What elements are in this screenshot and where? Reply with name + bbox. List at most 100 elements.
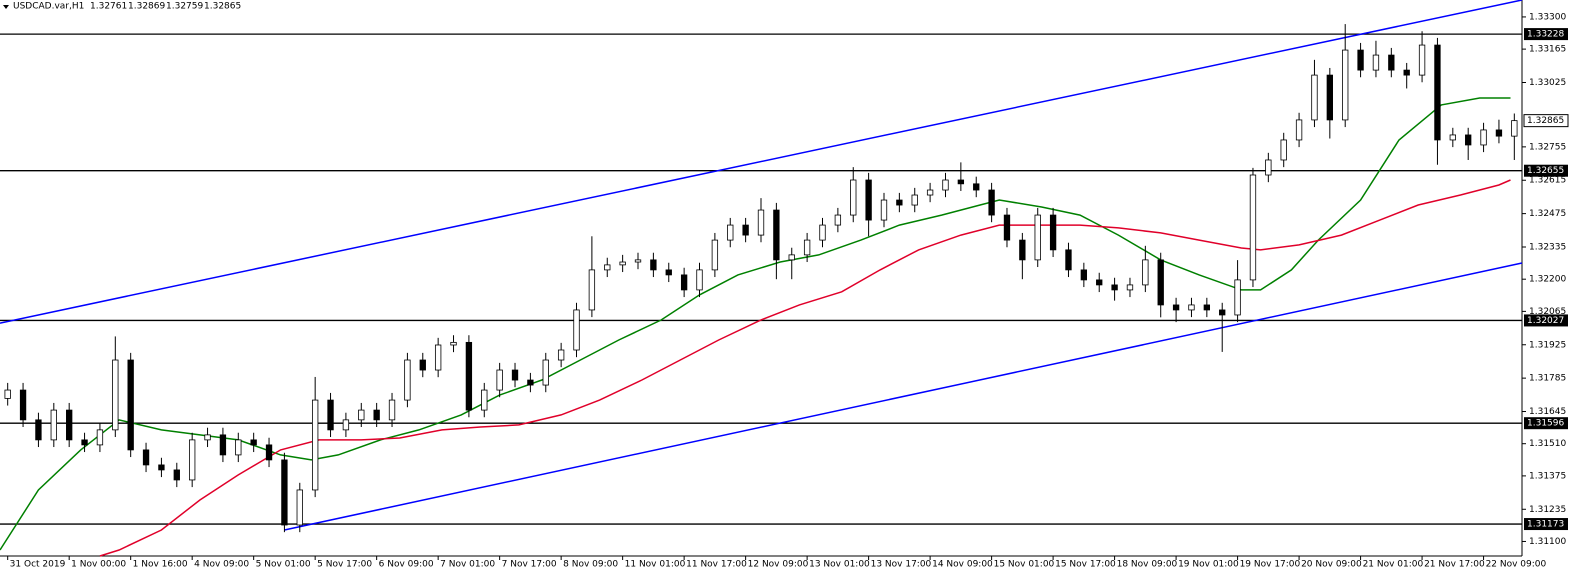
- y-tick-label: 1.33300: [1529, 12, 1566, 22]
- candle-body: [988, 189, 995, 216]
- level-label-box: [1524, 314, 1568, 327]
- candle-body: [4, 389, 11, 399]
- candle-body: [1342, 49, 1349, 121]
- candle-body: [542, 359, 549, 386]
- level-label-box: [1524, 28, 1568, 41]
- candle-body: [788, 254, 795, 261]
- candle-body: [1234, 279, 1241, 316]
- candle-body: [158, 464, 165, 471]
- x-tick-label: 14 Nov 09:00: [932, 560, 993, 570]
- candle-body: [434, 344, 442, 371]
- level-label: 1.32027: [1527, 316, 1564, 326]
- candle-body: [1280, 139, 1287, 161]
- candle-body: [865, 179, 872, 221]
- last-price-box: [1523, 114, 1569, 128]
- candle-body: [465, 341, 473, 411]
- header-ohlc: 1.32865: [204, 2, 241, 12]
- indicator-line: [284, 262, 1523, 531]
- candle-body: [773, 209, 780, 261]
- x-tick-label: 1 Nov 00:00: [71, 560, 126, 570]
- menu-arrow[interactable]: [3, 5, 9, 9]
- level-label: 1.33228: [1527, 30, 1564, 40]
- candle-body: [896, 199, 903, 206]
- candle-body: [496, 369, 503, 391]
- candle-body: [819, 224, 826, 241]
- candle-body: [1495, 129, 1503, 137]
- x-tick-label: 19 Nov 17:00: [1240, 560, 1301, 570]
- candle-body: [327, 399, 334, 431]
- candle-body: [1096, 279, 1103, 286]
- candle-body: [1080, 269, 1088, 281]
- candle-body: [1265, 159, 1272, 176]
- candle-body: [711, 239, 719, 271]
- candle-body: [189, 439, 196, 481]
- candle-body: [1372, 54, 1380, 71]
- candle-body: [926, 189, 934, 196]
- candle-body: [1403, 69, 1410, 76]
- candle-body: [527, 379, 534, 386]
- x-tick-label: 5 Nov 17:00: [317, 560, 372, 570]
- candle-body: [850, 179, 857, 216]
- indicator-line: [0, 0, 1523, 324]
- y-tick-label: 1.32065: [1529, 307, 1566, 317]
- candle-body: [880, 199, 888, 221]
- y-tick-label: 1.31510: [1529, 439, 1566, 449]
- candle-body: [142, 449, 150, 466]
- candle-body: [619, 261, 626, 266]
- x-tick-label: 19 Nov 01:00: [1178, 560, 1239, 570]
- candle-body: [957, 179, 965, 185]
- candle-body: [1019, 239, 1026, 261]
- candle-body: [1434, 44, 1441, 141]
- candle-body: [50, 409, 57, 441]
- x-tick-label: 15 Nov 17:00: [1055, 560, 1116, 570]
- y-tick-label: 1.31235: [1529, 505, 1566, 515]
- candle-body: [757, 209, 765, 236]
- candle-body: [204, 434, 211, 441]
- candle-body: [358, 409, 365, 421]
- candle-body: [311, 399, 319, 491]
- candle-body: [265, 444, 273, 461]
- x-tick-label: 11 Nov 01:00: [625, 560, 686, 570]
- level-label-box: [1524, 164, 1568, 177]
- y-tick-label: 1.31375: [1529, 471, 1566, 481]
- y-tick-label: 1.31785: [1529, 374, 1566, 384]
- x-tick-label: 6 Nov 09:00: [379, 560, 434, 570]
- candle-body: [696, 269, 703, 291]
- candle-body: [665, 269, 672, 276]
- candle-body: [1511, 120, 1518, 137]
- candle-body: [1172, 304, 1180, 311]
- candle-body: [680, 274, 688, 291]
- y-tick-label: 1.33165: [1529, 45, 1566, 55]
- candle-body: [834, 214, 842, 226]
- candle-body: [281, 459, 288, 526]
- candle-body: [96, 429, 104, 446]
- candle-body: [634, 259, 642, 263]
- y-tick-label: 1.32200: [1529, 275, 1566, 285]
- candle-body: [650, 259, 657, 271]
- candle-body: [481, 389, 488, 411]
- candle-body: [1157, 259, 1164, 306]
- candle-body: [742, 224, 749, 236]
- x-tick-label: 20 Nov 09:00: [1301, 560, 1362, 570]
- level-label-box: [1524, 518, 1568, 531]
- candle-body: [112, 359, 119, 431]
- candle-body: [235, 439, 242, 456]
- candle-body: [942, 179, 949, 191]
- x-tick-label: 5 Nov 01:00: [256, 560, 311, 570]
- y-tick-label: 1.31645: [1529, 407, 1566, 417]
- candle-body: [1003, 214, 1011, 241]
- candle-body: [557, 349, 565, 361]
- header-ohlc: 1.32869: [128, 2, 165, 12]
- x-tick-label: 21 Nov 01:00: [1363, 560, 1424, 570]
- candle-body: [296, 489, 303, 526]
- candle-body: [1188, 304, 1195, 311]
- candle-body: [404, 359, 411, 401]
- candle-body: [573, 309, 580, 351]
- candle-body: [911, 194, 918, 206]
- x-tick-label: 4 Nov 09:00: [194, 560, 249, 570]
- candle-body: [1295, 119, 1303, 141]
- x-tick-label: 13 Nov 01:00: [809, 560, 870, 570]
- candle-body: [1219, 309, 1226, 316]
- candle-body: [1311, 74, 1318, 121]
- candle-body: [727, 224, 734, 241]
